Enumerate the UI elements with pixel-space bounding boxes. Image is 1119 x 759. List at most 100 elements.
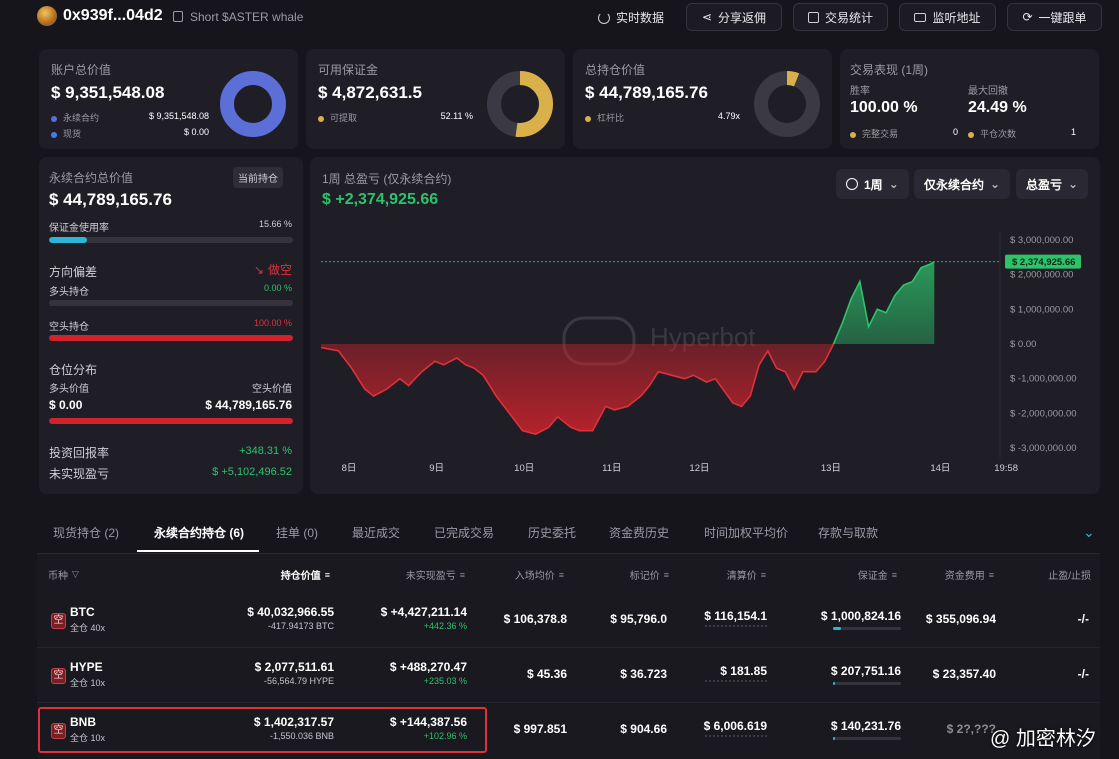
header-mark-price[interactable]: 标记价 ≡ (630, 567, 669, 583)
coin-cell: BNB 全仓 10x (70, 715, 105, 744)
liq-price: $ 181.85 (720, 664, 767, 678)
x-tick-label: 13日 (821, 463, 841, 474)
current-position-badge[interactable]: 当前持仓 (233, 167, 283, 188)
margin-usage-label: 保证金使用率 (49, 223, 109, 234)
available-margin-card: 可用保证金 $ 4,872,631.5 可提取 52.11 % (306, 49, 565, 149)
trade-stats-label: 交易统计 (824, 10, 873, 25)
pnl-cell: $ +4,427,211.14 +442.36 % (381, 605, 467, 631)
distribution-short-fill (49, 418, 293, 424)
unrealized-pnl-pct: +442.36 % (423, 621, 467, 631)
header-liq-price[interactable]: 清算价 ≡ (726, 567, 766, 583)
tab-spot-positions[interactable]: 现货持仓 (2) (53, 526, 120, 540)
clock-icon (846, 178, 858, 190)
header-coin-label: 币种 (48, 571, 68, 582)
header-entry-price[interactable]: 入场均价 ≡ (515, 567, 564, 583)
total-position-value: $ 44,789,165.76 (585, 83, 708, 102)
drawdown-label: 最大回撤 (968, 86, 1008, 97)
pnl-chart-title: 1周 总盈亏 (仅永续合约) (322, 172, 452, 186)
account-row-spot-label: 现货 (63, 129, 82, 139)
withdrawable-dot-icon (318, 115, 324, 122)
perp-value: $ 44,789,165.76 (49, 190, 172, 209)
distribution-label: 仓位分布 (49, 363, 98, 377)
table-row[interactable]: 空 HYPE 全仓 10x $ 2,077,511.61 -56,564.79 H… (37, 649, 1100, 703)
perp-dot-icon (51, 115, 57, 122)
liq-price: $ 6,006.619 (703, 719, 767, 733)
header-coin[interactable]: 币种 ▽ (48, 567, 79, 582)
copy-trade-label: 一键跟单 (1038, 10, 1087, 25)
loss-line (320, 344, 835, 435)
unrealized-pnl: $ +144,387.56 (389, 715, 467, 729)
tab-open-orders[interactable]: 挂单 (0) (276, 526, 319, 540)
tab-order-history[interactable]: 历史委托 (528, 526, 577, 540)
unrealized-pnl-label: 未实现盈亏 (49, 467, 110, 481)
close-count-label: 平仓次数 (980, 129, 1017, 139)
tab-twap[interactable]: 时间加权平均价 (704, 526, 789, 540)
metric-select[interactable]: 总盈亏 ⌄ (1016, 169, 1089, 199)
stats-icon (807, 11, 819, 23)
total-position-title: 总持仓价值 (585, 63, 646, 77)
header-position-value-label: 持仓价值 (280, 571, 321, 582)
roi-label: 投资回报率 (49, 446, 110, 460)
header-funding[interactable]: 资金费用 ≡ (945, 567, 994, 583)
margin-mode: 全仓 10x (70, 733, 106, 743)
withdrawable-value: 52.11 % (440, 111, 473, 121)
account-value: $ 9,351,548.08 (51, 83, 165, 102)
liq-distance-indicator (705, 733, 767, 737)
margin: $ 140,231.76 (830, 719, 901, 733)
coin-name: HYPE (70, 660, 103, 674)
leverage-dot-icon (585, 115, 591, 122)
table-row[interactable]: 空 BNB 全仓 10x $ 1,402,317.57 -1,550.036 BN… (37, 704, 1100, 759)
entry-price: $ 106,378.8 (503, 612, 567, 626)
account-row-perp-label: 永续合约 (63, 113, 100, 123)
tab-completed-trades[interactable]: 已完成交易 (434, 526, 495, 540)
trade-stats-button[interactable]: 交易统计 (793, 3, 888, 31)
perp-summary-panel: 永续合约总价值 当前持仓 $ 44,789,165.76 保证金使用率 15.6… (39, 157, 303, 494)
share-rebate-button[interactable]: ⋖ 分享返佣 (686, 3, 782, 31)
header-tpsl: 止盈/止损 (1048, 567, 1091, 582)
active-tab-underline (137, 550, 259, 552)
expand-chevron-icon[interactable]: ⌄ (1083, 524, 1095, 540)
liq-price-cell: $ 6,006.619 (704, 719, 767, 737)
tab-perp-positions[interactable]: 永续合约持仓 (6) (154, 526, 245, 540)
header-liq-price-label: 清算价 (726, 571, 757, 582)
x-tick-label: 19:58 (994, 463, 1018, 474)
timeframe-select[interactable]: 1周 ⌄ (836, 169, 909, 199)
funding-fee: $ 355,096.94 (925, 612, 996, 626)
realtime-data-button[interactable]: 实时数据 (598, 9, 664, 26)
performance-card: 交易表现 (1周) 胜率 100.00 % 最大回撤 24.49 % 完整交易 … (840, 49, 1099, 149)
contract-filter-select[interactable]: 仅永续合约 ⌄ (914, 169, 1011, 199)
tab-funding-history[interactable]: 资金费历史 (609, 526, 670, 540)
header-margin[interactable]: 保证金 ≡ (858, 567, 897, 583)
header-unrealized-pnl[interactable]: 未实现盈亏 ≡ (406, 567, 465, 583)
sort-icon: ≡ (891, 569, 897, 580)
x-tick-label: 11日 (602, 463, 621, 474)
margin-mode: 全仓 40x (70, 623, 106, 633)
share-icon: ⋖ (701, 10, 713, 24)
coin-cell: HYPE 全仓 10x (70, 660, 105, 689)
current-value-badge (1005, 254, 1081, 269)
x-tick-label: 12日 (689, 463, 709, 474)
tpsl[interactable]: -/- (1077, 612, 1089, 626)
short-tag: 空 (51, 613, 66, 629)
copy-trade-button[interactable]: ⟳ 一键跟单 (1007, 3, 1102, 31)
y-tick-label: $ 1,000,000.00 (1010, 304, 1073, 315)
direction-bias-text: 做空 (267, 263, 292, 277)
copy-icon[interactable] (173, 11, 183, 22)
x-tick-label: 14日 (930, 463, 950, 474)
distribution-bar (49, 418, 293, 424)
header-position-value[interactable]: 持仓价值 ≡ (280, 567, 330, 583)
tab-recent-fills[interactable]: 最近成交 (352, 526, 401, 540)
table-row[interactable]: 空 BTC 全仓 40x $ 40,032,966.55 -417.94173 B… (37, 594, 1100, 648)
tpsl[interactable]: -/- (1077, 667, 1089, 681)
tab-deposits-withdrawals[interactable]: 存款与取款 (818, 526, 879, 540)
roi-value: +348.31 % (239, 445, 292, 457)
chevron-down-icon: ⌄ (888, 177, 899, 191)
refresh-icon (598, 11, 610, 24)
author-watermark: @ 加密林汐 (990, 728, 1096, 750)
mark-price: $ 36.723 (620, 667, 667, 681)
sort-icon: ≡ (760, 569, 766, 580)
account-value-card: 账户总价值 $ 9,351,548.08 永续合约 $ 9,351,548.08… (39, 49, 298, 149)
watch-address-button[interactable]: 监听地址 (899, 3, 996, 31)
position-value-cell: $ 2,077,511.61 -56,564.79 HYPE (255, 660, 334, 686)
sort-icon: ≡ (459, 569, 465, 580)
